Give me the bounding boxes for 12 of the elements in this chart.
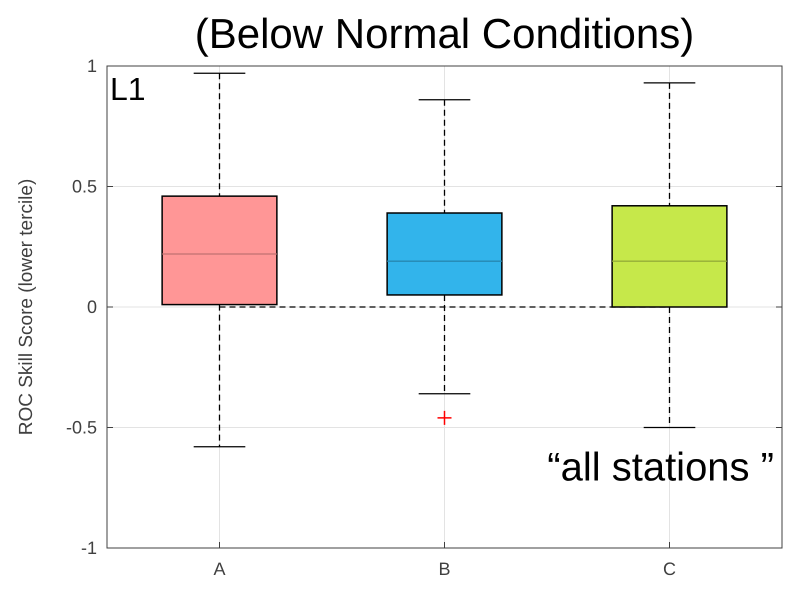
annotation: L1 [110,71,146,107]
y-tick-label: 0.5 [72,176,97,196]
y-tick-label: 1 [86,56,97,76]
x-tick-label: A [213,558,226,579]
y-tick-label: -1 [80,538,97,558]
chart-title: (Below Normal Conditions) [194,10,694,57]
x-tick-label: C [663,558,676,579]
annotation: “all stations ” [547,446,774,490]
y-axis-title: ROC Skill Score (lower tercile) [16,178,37,436]
y-tick-label: -0.5 [66,417,97,438]
x-tick-label: B [438,558,451,579]
y-tick-label: 0 [86,296,97,317]
